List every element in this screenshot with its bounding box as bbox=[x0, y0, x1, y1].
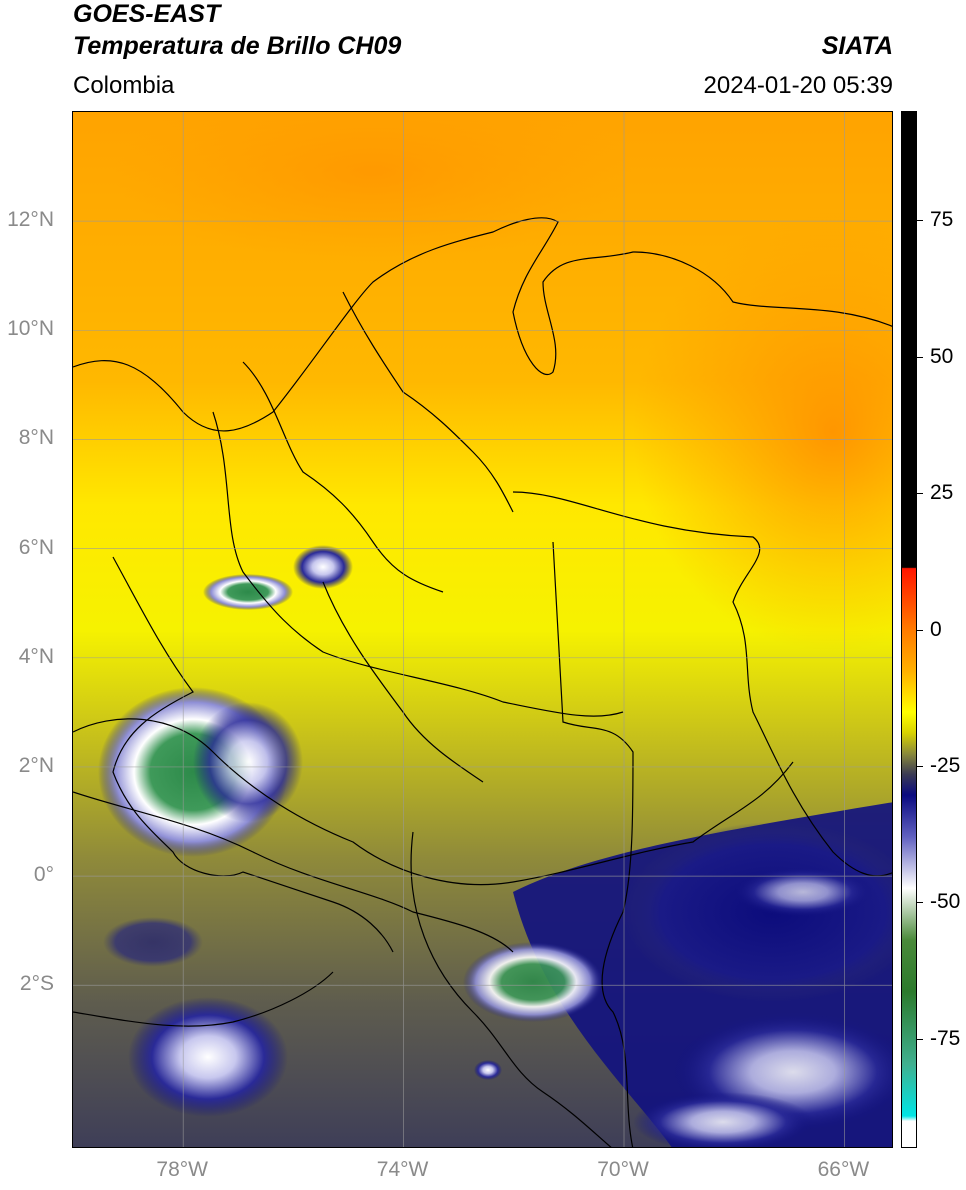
latitude-label: 12°N bbox=[7, 208, 54, 232]
longitude-label: 78°W bbox=[156, 1158, 208, 1181]
colorbar-tick bbox=[917, 765, 923, 767]
longitude-label: 66°W bbox=[817, 1158, 870, 1181]
colorbar-tick bbox=[917, 356, 923, 358]
storm-cell bbox=[474, 1060, 502, 1080]
latitude-label: 2°S bbox=[19, 972, 54, 996]
cold-cloud-area bbox=[633, 1092, 813, 1147]
colorbar-tick bbox=[917, 493, 923, 495]
latitude-label: 4°N bbox=[18, 644, 54, 668]
latitude-label: 0° bbox=[33, 863, 54, 887]
cold-cloud-area bbox=[103, 917, 203, 967]
colorbar-gradient bbox=[902, 112, 916, 1147]
warm-area bbox=[633, 212, 892, 652]
colorbar-tick bbox=[917, 629, 923, 631]
colorbar-tick bbox=[917, 902, 923, 904]
colorbar-tick-label: -75 bbox=[930, 1026, 961, 1050]
storm-cell bbox=[463, 942, 603, 1022]
storm-cell bbox=[128, 997, 288, 1117]
colorbar-tick-label: 25 bbox=[930, 481, 954, 505]
warm-area bbox=[113, 112, 633, 262]
latitude-label: 6°N bbox=[18, 535, 54, 559]
colorbar-tick-label: 0 bbox=[930, 617, 942, 641]
brand-label: SIATA bbox=[821, 32, 893, 60]
storm-cell bbox=[293, 545, 353, 589]
storm-cell bbox=[193, 702, 303, 822]
boundaries bbox=[73, 217, 892, 1147]
colorbar-tick-label: -25 bbox=[930, 753, 961, 777]
colorbar-tick-label: -50 bbox=[930, 890, 961, 914]
datetime-label: 2024-01-20 05:39 bbox=[703, 72, 894, 99]
graticule bbox=[73, 112, 892, 1147]
latitude-label: 2°N bbox=[18, 753, 54, 777]
colorbar bbox=[901, 111, 917, 1148]
longitude-label: 70°W bbox=[597, 1158, 649, 1181]
colorbar-tick-label: 50 bbox=[930, 344, 954, 368]
product-title: Temperatura de Brillo CH09 bbox=[73, 32, 402, 60]
colorbar-tick-label: 75 bbox=[930, 208, 954, 232]
storm-cell bbox=[203, 574, 293, 610]
longitude-label: 74°W bbox=[376, 1158, 429, 1181]
cold-cloud-area bbox=[733, 867, 873, 917]
satellite-title: GOES-EAST bbox=[73, 0, 221, 28]
cold-cloud-area bbox=[623, 822, 892, 1002]
latitude-label: 8°N bbox=[18, 426, 54, 450]
colorbar-tick bbox=[917, 1038, 923, 1040]
colorbar-tick bbox=[917, 220, 923, 222]
brightness-temperature-map[interactable] bbox=[73, 112, 893, 1148]
map-panel[interactable] bbox=[72, 111, 893, 1148]
latitude-label: 10°N bbox=[7, 317, 54, 341]
region-label: Colombia bbox=[73, 72, 175, 99]
